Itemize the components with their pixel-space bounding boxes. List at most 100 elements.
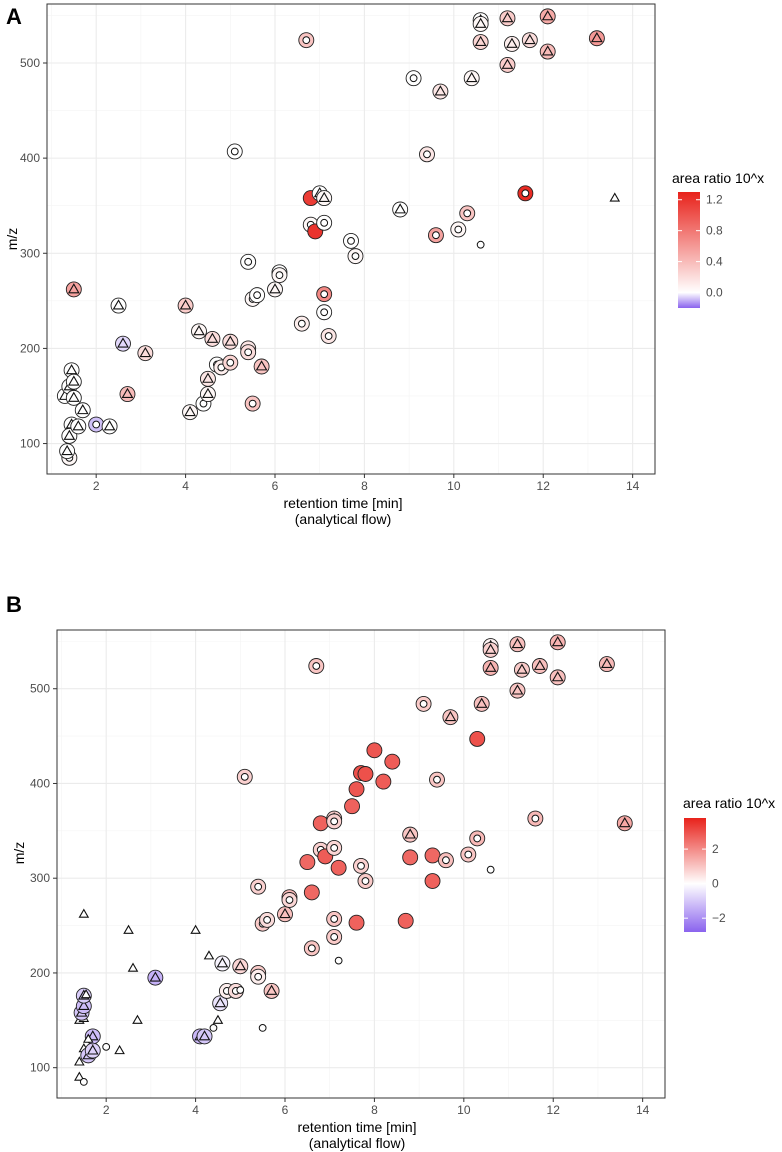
data-point-triangle <box>531 658 548 674</box>
data-point-triangle <box>74 1071 85 1081</box>
point-marker <box>312 662 321 670</box>
data-point-triangle <box>70 418 87 435</box>
data-point-circle <box>222 354 239 371</box>
x-axis-title-a: retention time [min] <box>283 495 402 511</box>
point-marker <box>303 884 320 901</box>
point-marker <box>307 944 316 953</box>
legend-a: area ratio 10^x 0.0 0.4 0.8 1.2 <box>672 170 764 308</box>
colorbar <box>684 818 706 932</box>
point-marker <box>299 854 316 871</box>
data-point-circle <box>298 32 315 49</box>
data-point-circle <box>366 742 383 759</box>
x-tick-label: 14 <box>636 1103 650 1117</box>
y-tick-label: 100 <box>20 437 40 451</box>
point-marker <box>357 861 365 870</box>
y-axis-title-a: m/z <box>4 228 20 251</box>
x-tick-label: 6 <box>272 479 279 493</box>
point-marker <box>254 972 263 981</box>
point-marker <box>67 375 80 386</box>
data-point-triangle <box>199 370 216 387</box>
point-marker <box>486 865 495 874</box>
y-tick-label: 400 <box>20 151 40 165</box>
point-marker <box>351 252 360 261</box>
point-marker <box>263 915 272 924</box>
data-point-circle <box>236 768 253 785</box>
data-point-circle <box>353 857 369 874</box>
point-marker <box>465 71 478 83</box>
point-marker <box>394 203 407 214</box>
point-marker <box>330 915 339 923</box>
point-marker <box>330 843 339 852</box>
point-marker <box>402 849 419 866</box>
data-point-circle <box>320 328 337 344</box>
data-point-circle <box>88 416 105 433</box>
point-marker <box>463 209 472 218</box>
point-marker <box>423 150 431 159</box>
data-point-circle <box>357 766 374 782</box>
x-tick-label: 10 <box>457 1103 471 1117</box>
data-point-triangle <box>222 333 239 350</box>
point-marker <box>464 850 473 859</box>
x-tick-label: 2 <box>93 479 100 493</box>
data-point-triangle <box>101 418 118 435</box>
data-point-triangle <box>549 669 566 686</box>
data-point-circle <box>326 910 343 927</box>
point-marker <box>318 191 331 203</box>
point-marker <box>190 924 201 934</box>
point-marker <box>139 346 152 358</box>
data-point-circle <box>419 146 435 163</box>
data-point-triangle <box>110 297 127 314</box>
point-marker <box>375 773 392 790</box>
data-point-triangle <box>616 815 633 832</box>
point-marker <box>117 337 129 348</box>
data-point-triangle <box>521 32 538 49</box>
data-point-circle <box>240 344 257 361</box>
data-point-circle <box>397 912 414 929</box>
data-point-triangle <box>74 1056 85 1066</box>
data-point-triangle <box>203 950 215 960</box>
data-point-triangle <box>127 962 139 972</box>
data-point-circle <box>226 143 243 160</box>
point-marker <box>531 814 540 823</box>
data-point-circle <box>316 286 333 303</box>
data-point-circle <box>316 214 333 231</box>
x-tick-label: 4 <box>182 479 189 493</box>
data-point-triangle <box>190 924 201 934</box>
data-point-circle <box>303 884 320 901</box>
data-point-circle <box>281 892 298 908</box>
point-marker <box>590 31 603 43</box>
data-point-circle <box>236 986 245 994</box>
point-marker <box>366 742 383 759</box>
y-tick-label: 500 <box>20 56 40 70</box>
point-marker <box>127 962 139 972</box>
data-point-circle <box>240 253 257 270</box>
data-point-triangle <box>509 682 526 699</box>
data-point-circle <box>348 781 365 798</box>
data-point-triangle <box>463 70 480 87</box>
point-marker <box>92 420 101 429</box>
x-tick-label: 10 <box>447 479 461 493</box>
data-point-circle <box>429 771 445 788</box>
data-point-triangle <box>212 1014 224 1024</box>
data-point-circle <box>250 878 267 895</box>
point-marker <box>334 956 343 965</box>
point-marker <box>551 636 564 647</box>
point-marker <box>469 730 486 747</box>
point-marker <box>511 684 524 695</box>
x-tick-label: 4 <box>192 1103 199 1117</box>
point-marker <box>357 766 374 782</box>
point-marker <box>484 643 497 654</box>
data-point-circle <box>299 854 316 871</box>
y-tick-label: 400 <box>30 776 50 790</box>
x-tick-label: 6 <box>282 1103 289 1117</box>
data-point-triangle <box>472 16 489 32</box>
data-point-circle <box>347 248 364 265</box>
point-marker <box>409 74 418 83</box>
colorbar-label: 0.0 <box>706 286 723 300</box>
point-marker <box>600 657 613 669</box>
data-point-circle <box>486 865 495 874</box>
point-marker <box>102 1042 111 1051</box>
data-point-triangle <box>442 709 459 726</box>
point-marker <box>279 907 291 919</box>
data-point-circle <box>415 695 432 712</box>
